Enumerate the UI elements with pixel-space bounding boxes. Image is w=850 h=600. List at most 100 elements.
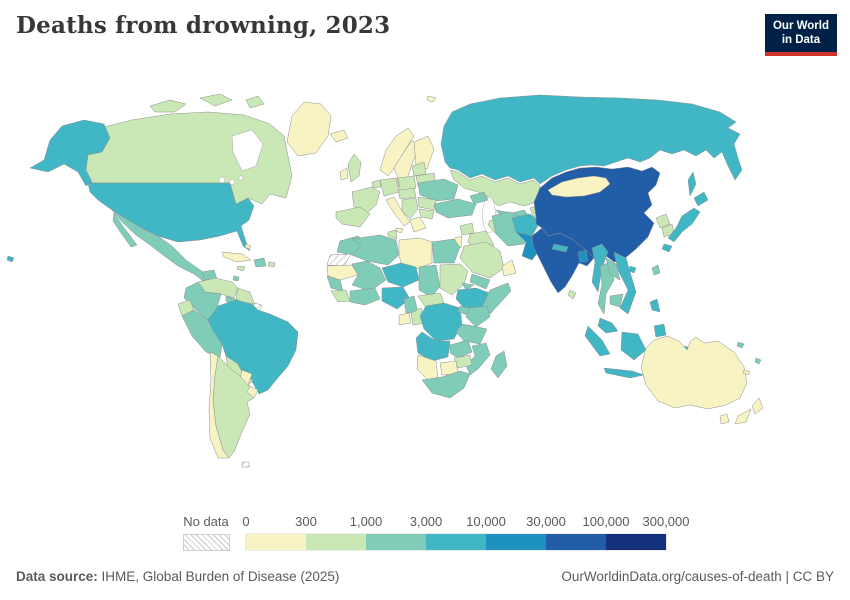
country-japan_kyushu[interactable]: [661, 243, 673, 253]
country-falkland[interactable]: [241, 461, 250, 468]
country-borneo[interactable]: [620, 331, 647, 361]
country-tanzania[interactable]: [455, 323, 488, 345]
country-western_sahara[interactable]: [326, 253, 352, 267]
country-philippines_mindanao[interactable]: [653, 323, 667, 338]
country-cambodia[interactable]: [609, 293, 624, 308]
country-norway[interactable]: [379, 127, 415, 177]
country-ukraine[interactable]: [417, 178, 459, 202]
legend-segment[interactable]: [426, 534, 486, 550]
country-benelux[interactable]: [371, 179, 382, 189]
country-chad[interactable]: [418, 264, 441, 298]
country-north_korea[interactable]: [655, 213, 671, 229]
country-arctic_islands_1[interactable]: [149, 99, 187, 113]
country-oman[interactable]: [501, 259, 517, 277]
country-eritrea[interactable]: [461, 282, 475, 291]
country-japan_honshu[interactable]: [667, 207, 701, 243]
country-nz_south[interactable]: [734, 408, 752, 425]
country-angola[interactable]: [415, 331, 451, 362]
country-arctic_islands_3[interactable]: [245, 95, 265, 109]
country-mauritania[interactable]: [326, 264, 359, 281]
country-arctic_islands_2[interactable]: [199, 93, 233, 107]
country-usa[interactable]: [87, 182, 255, 252]
country-madagascar[interactable]: [490, 350, 508, 379]
country-russia[interactable]: [440, 94, 743, 185]
country-libya[interactable]: [398, 237, 433, 270]
country-egypt[interactable]: [431, 238, 461, 264]
country-solomon[interactable]: [736, 341, 745, 349]
country-saudi_arabia[interactable]: [459, 241, 505, 279]
country-brazil[interactable]: [207, 299, 299, 395]
country-uruguay[interactable]: [246, 385, 259, 399]
country-zambia[interactable]: [449, 339, 473, 359]
owid-logo[interactable]: Our World in Data: [764, 14, 837, 56]
country-hawaii[interactable]: [6, 255, 15, 263]
country-bahamas[interactable]: [244, 243, 252, 250]
country-vietnam[interactable]: [613, 251, 637, 315]
country-baltics[interactable]: [411, 161, 427, 177]
country-tasmania[interactable]: [719, 413, 730, 425]
country-alaska[interactable]: [29, 119, 111, 187]
legend-segment[interactable]: [366, 534, 426, 550]
country-germany[interactable]: [379, 177, 400, 197]
country-uk[interactable]: [347, 153, 362, 183]
country-puerto_rico[interactable]: [267, 261, 276, 268]
country-svalbard[interactable]: [426, 95, 437, 103]
country-argentina[interactable]: [212, 355, 255, 459]
country-caucasus[interactable]: [469, 191, 489, 205]
country-nepal[interactable]: [551, 243, 569, 253]
country-fiji[interactable]: [754, 357, 762, 365]
country-japan_hokkaido[interactable]: [693, 191, 709, 207]
country-south_africa[interactable]: [421, 370, 471, 399]
country-afghanistan[interactable]: [511, 213, 541, 237]
country-java[interactable]: [603, 367, 645, 379]
country-ireland[interactable]: [339, 167, 349, 181]
legend-segment[interactable]: [606, 534, 666, 550]
country-trinidad[interactable]: [232, 275, 240, 282]
country-philippines_luzon[interactable]: [649, 298, 661, 313]
country-cuba[interactable]: [221, 251, 252, 263]
country-mozambique[interactable]: [465, 342, 491, 376]
country-spain[interactable]: [335, 206, 371, 228]
country-australia[interactable]: [640, 335, 748, 410]
country-gabon[interactable]: [398, 312, 412, 326]
country-mongolia[interactable]: [547, 175, 611, 198]
legend-segment[interactable]: [486, 534, 546, 550]
country-sakhalin[interactable]: [687, 171, 697, 197]
country-bangladesh[interactable]: [577, 249, 589, 263]
country-algeria[interactable]: [351, 234, 400, 266]
country-new_caledonia[interactable]: [742, 369, 751, 376]
legend-segment[interactable]: [306, 534, 366, 550]
country-hispaniola[interactable]: [253, 257, 267, 268]
country-balkans[interactable]: [401, 197, 419, 220]
footer-link[interactable]: OurWorldinData.org/causes-of-death | CC …: [561, 569, 834, 584]
country-kenya[interactable]: [465, 305, 491, 328]
country-mali[interactable]: [351, 260, 387, 292]
country-sri_lanka[interactable]: [567, 289, 577, 300]
country-jamaica[interactable]: [236, 265, 246, 272]
country-yemen[interactable]: [469, 273, 491, 290]
country-greece[interactable]: [409, 216, 427, 233]
country-iceland[interactable]: [329, 129, 349, 143]
country-malaysia[interactable]: [597, 317, 619, 334]
country-nigeria[interactable]: [381, 286, 411, 310]
country-greenland[interactable]: [286, 101, 332, 157]
country-romania[interactable]: [417, 196, 437, 211]
legend-segment[interactable]: [246, 534, 306, 550]
country-finland[interactable]: [413, 135, 435, 170]
country-bulgaria[interactable]: [418, 208, 435, 220]
country-ghana_cote[interactable]: [349, 287, 381, 306]
country-niger[interactable]: [381, 262, 420, 288]
country-drc[interactable]: [419, 302, 463, 342]
legend-no-data-swatch[interactable]: [183, 534, 230, 551]
country-guinea[interactable]: [330, 289, 351, 303]
country-poland[interactable]: [397, 175, 417, 191]
country-sumatra[interactable]: [584, 325, 611, 357]
country-turkey[interactable]: [433, 198, 477, 219]
country-laos[interactable]: [605, 257, 621, 281]
legend-segment[interactable]: [546, 534, 606, 550]
country-nz_north[interactable]: [751, 397, 764, 415]
country-taiwan[interactable]: [651, 264, 661, 276]
country-somalia[interactable]: [481, 282, 512, 315]
country-syria[interactable]: [459, 222, 475, 236]
country-baja[interactable]: [112, 212, 138, 248]
